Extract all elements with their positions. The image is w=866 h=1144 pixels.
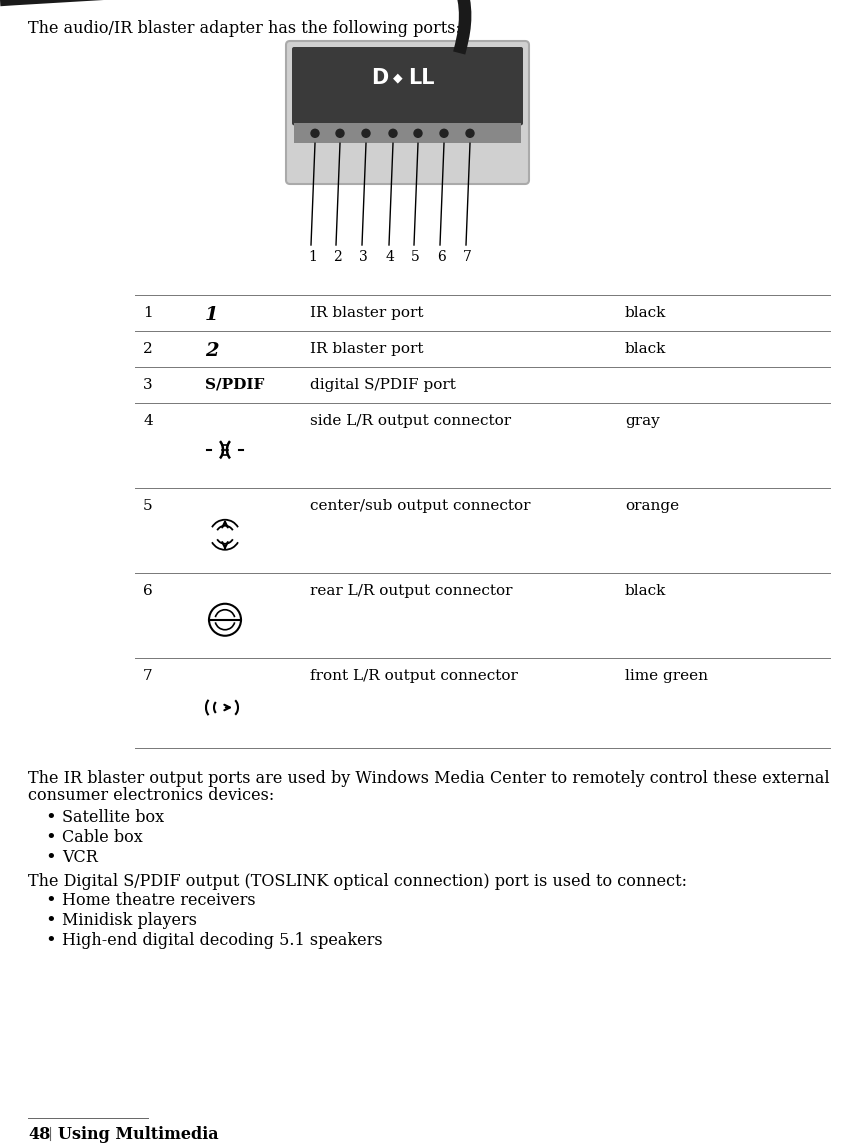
Text: 3: 3 <box>359 251 368 264</box>
Text: VCR: VCR <box>62 849 98 866</box>
Text: side L/R output connector: side L/R output connector <box>310 414 511 428</box>
Text: 1: 1 <box>143 305 152 320</box>
Text: orange: orange <box>625 499 679 513</box>
Circle shape <box>440 129 448 137</box>
Text: 48: 48 <box>28 1126 50 1143</box>
Text: rear L/R output connector: rear L/R output connector <box>310 583 513 598</box>
Text: •: • <box>45 912 55 930</box>
Text: 4: 4 <box>143 414 152 428</box>
Text: •: • <box>45 849 55 867</box>
Circle shape <box>336 129 344 137</box>
Text: IR blaster port: IR blaster port <box>310 342 423 356</box>
Text: ◆: ◆ <box>393 71 403 85</box>
Text: The IR blaster output ports are used by Windows Media Center to remotely control: The IR blaster output ports are used by … <box>28 770 830 787</box>
Text: 2: 2 <box>333 251 342 264</box>
Text: 5: 5 <box>411 251 420 264</box>
FancyBboxPatch shape <box>286 41 529 184</box>
Text: 6: 6 <box>143 583 152 598</box>
Text: 1: 1 <box>205 305 218 324</box>
Text: •: • <box>45 892 55 909</box>
Text: black: black <box>625 342 666 356</box>
Text: •: • <box>45 829 55 847</box>
Text: 3: 3 <box>143 378 152 392</box>
Text: High-end digital decoding 5.1 speakers: High-end digital decoding 5.1 speakers <box>62 932 383 950</box>
Text: D: D <box>371 67 388 88</box>
Text: 2: 2 <box>205 342 218 360</box>
Circle shape <box>362 129 370 137</box>
Text: gray: gray <box>625 414 660 428</box>
Text: Cable box: Cable box <box>62 829 143 847</box>
Text: LL: LL <box>409 67 435 88</box>
Circle shape <box>414 129 422 137</box>
Text: IR blaster port: IR blaster port <box>310 305 423 320</box>
Text: black: black <box>625 583 666 598</box>
Text: digital S/PDIF port: digital S/PDIF port <box>310 378 456 392</box>
Text: •: • <box>45 809 55 827</box>
Text: lime green: lime green <box>625 669 708 683</box>
Text: 4: 4 <box>386 251 395 264</box>
Circle shape <box>466 129 474 137</box>
Text: 6: 6 <box>437 251 446 264</box>
Text: 7: 7 <box>463 251 472 264</box>
Bar <box>294 124 521 143</box>
Text: Minidisk players: Minidisk players <box>62 912 197 929</box>
Text: The Digital S/PDIF output (TOSLINK optical connection) port is used to connect:: The Digital S/PDIF output (TOSLINK optic… <box>28 873 687 890</box>
Text: Home theatre receivers: Home theatre receivers <box>62 892 255 909</box>
Text: •: • <box>45 932 55 950</box>
Text: consumer electronics devices:: consumer electronics devices: <box>28 787 275 804</box>
Text: 7: 7 <box>143 669 152 683</box>
FancyBboxPatch shape <box>292 47 523 126</box>
Text: center/sub output connector: center/sub output connector <box>310 499 531 513</box>
Text: Using Multimedia: Using Multimedia <box>58 1126 218 1143</box>
Text: The audio/IR blaster adapter has the following ports:: The audio/IR blaster adapter has the fol… <box>28 19 461 37</box>
Text: 1: 1 <box>308 251 317 264</box>
Text: front L/R output connector: front L/R output connector <box>310 669 518 683</box>
Text: black: black <box>625 305 666 320</box>
Text: 2: 2 <box>143 342 152 356</box>
Circle shape <box>311 129 319 137</box>
Text: S/PDIF: S/PDIF <box>205 378 264 392</box>
Text: 5: 5 <box>143 499 152 513</box>
Text: Satellite box: Satellite box <box>62 809 165 826</box>
Circle shape <box>389 129 397 137</box>
